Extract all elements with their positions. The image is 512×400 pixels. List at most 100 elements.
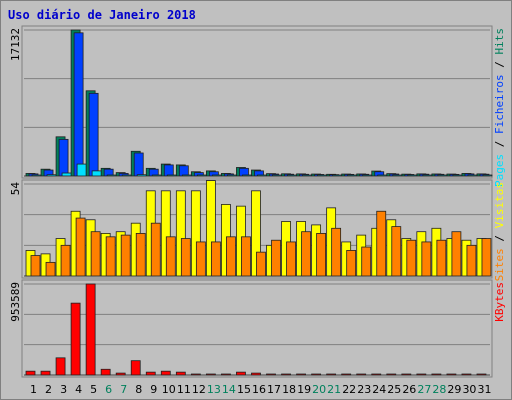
bar-sites-30 — [466, 244, 477, 277]
x-axis-labels: 1 2 3 4 5 6 7 8 9 10 11 12 13 14 15 16 17 18 19 20 21 22 23 24 2… — [30, 383, 491, 396]
x-tick-label: 13 — [207, 383, 221, 396]
bar-sites-7 — [120, 234, 131, 277]
bar-sites-27 — [421, 241, 432, 277]
bar-pages-7 — [121, 174, 132, 177]
bar-sites-12 — [195, 241, 206, 277]
bar-visitas-13 — [205, 180, 216, 277]
bar-kbytes-19 — [296, 373, 306, 376]
x-tick-label: 11 — [177, 383, 191, 396]
bar-pages-1 — [31, 174, 42, 177]
bar-kbytes-31 — [476, 373, 487, 376]
bar-ficheiros-3 — [58, 138, 69, 177]
bar-pages-22 — [347, 174, 358, 177]
bar-pages-24 — [377, 174, 388, 177]
bar-ficheiros-11 — [178, 165, 189, 177]
bar-pages-15 — [242, 174, 252, 177]
bar-kbytes-4 — [70, 302, 81, 376]
bar-kbytes-17 — [266, 373, 276, 376]
x-tick-label: 31 — [477, 383, 491, 396]
bar-sites-29 — [451, 231, 462, 277]
bar-sites-31 — [481, 238, 492, 277]
bar-pages-4 — [76, 163, 87, 177]
bar-sites-9 — [150, 222, 161, 277]
bar-visitas-16 — [251, 190, 261, 277]
bar-pages-13 — [211, 174, 222, 177]
x-tick-label: 1 — [30, 383, 37, 396]
y-max-label: 17132 — [9, 28, 22, 61]
bar-kbytes-21 — [326, 373, 337, 376]
bar-pages-9 — [151, 174, 162, 177]
bar-kbytes-20 — [311, 373, 322, 376]
panel-middle: 54 Sites / Visitas — [9, 179, 506, 281]
bar-sites-10 — [165, 236, 176, 277]
bar-sites-22 — [346, 250, 357, 277]
bar-sites-15 — [241, 236, 251, 277]
panel-top: 17132 Pages / Ficheiros / Hits — [9, 25, 506, 187]
bar-sites-18 — [286, 241, 296, 277]
bar-visitas-11 — [175, 190, 186, 277]
bar-sites-21 — [331, 227, 342, 277]
x-tick-label: 14 — [222, 383, 236, 396]
bar-kbytes-1 — [25, 370, 36, 376]
bar-ficheiros-10 — [163, 164, 174, 177]
panel-border — [21, 279, 493, 378]
legend-item-visitas: Visitas — [493, 182, 506, 228]
bar-sites-19 — [301, 231, 311, 277]
legend-item-hits: Hits — [493, 28, 506, 55]
bar-pages-30 — [467, 174, 478, 177]
legend-separator: / — [493, 228, 506, 248]
legend-separator: / — [493, 134, 506, 154]
bar-kbytes-26 — [401, 373, 412, 376]
bar-kbytes-23 — [356, 373, 367, 376]
bar-pages-19 — [302, 174, 312, 177]
bar-kbytes-12 — [190, 373, 201, 376]
bar-kbytes-18 — [281, 373, 291, 376]
bar-pages-5 — [91, 170, 102, 177]
bar-kbytes-27 — [416, 373, 427, 376]
x-tick-label: 10 — [162, 383, 176, 396]
bar-sites-23 — [361, 246, 372, 277]
panel-border — [21, 179, 493, 279]
panel-bottom: 953589 KBytes — [9, 279, 506, 378]
bar-sites-16 — [256, 251, 266, 277]
x-tick-label: 15 — [237, 383, 251, 396]
bar-sites-8 — [135, 233, 146, 277]
bar-sites-6 — [105, 236, 116, 277]
bar-visitas-12 — [190, 190, 201, 277]
bar-pages-2 — [46, 174, 57, 177]
x-tick-label: 24 — [372, 383, 386, 396]
x-tick-label: 26 — [402, 383, 416, 396]
bar-sites-1 — [30, 255, 41, 277]
bar-pages-23 — [362, 174, 373, 177]
x-tick-label: 12 — [192, 383, 206, 396]
x-tick-label: 18 — [282, 383, 296, 396]
bar-sites-3 — [60, 244, 71, 277]
bar-kbytes-3 — [55, 357, 66, 376]
bar-pages-12 — [196, 174, 207, 177]
bar-kbytes-24 — [371, 373, 382, 376]
bar-sites-4 — [75, 217, 86, 277]
bar-sites-11 — [180, 238, 191, 277]
bar-sites-5 — [90, 231, 101, 277]
bar-sites-28 — [436, 239, 447, 277]
bar-pages-31 — [482, 174, 493, 177]
bar-sites-13 — [210, 241, 221, 277]
y-max-label: 54 — [9, 182, 22, 196]
bar-pages-18 — [287, 174, 297, 177]
x-tick-label: 9 — [150, 383, 157, 396]
bar-sites-17 — [271, 239, 281, 277]
panel-border — [21, 25, 493, 179]
bar-sites-25 — [391, 226, 402, 277]
bar-pages-29 — [452, 174, 463, 177]
bar-kbytes-9 — [145, 371, 156, 376]
bar-sites-24 — [376, 210, 387, 277]
x-tick-label: 4 — [75, 383, 82, 396]
legend: Pages / Ficheiros / Hits — [493, 28, 506, 187]
bar-kbytes-15 — [236, 371, 246, 376]
bar-sites-14 — [226, 236, 236, 277]
bar-kbytes-29 — [446, 373, 457, 376]
bar-kbytes-6 — [100, 368, 111, 376]
legend-item-sites: Sites — [493, 248, 506, 281]
x-tick-label: 5 — [90, 383, 97, 396]
